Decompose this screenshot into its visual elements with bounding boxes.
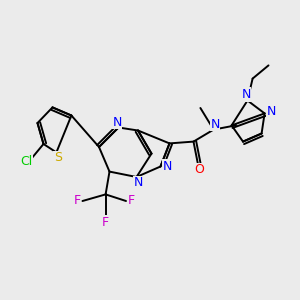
Text: F: F	[102, 215, 109, 229]
Text: N: N	[112, 116, 122, 129]
Text: N: N	[162, 160, 172, 173]
Text: N: N	[133, 176, 143, 190]
Text: Cl: Cl	[20, 154, 32, 168]
Text: S: S	[54, 151, 62, 164]
Text: O: O	[195, 163, 204, 176]
Text: F: F	[74, 194, 81, 208]
Text: N: N	[241, 88, 251, 101]
Text: N: N	[266, 105, 276, 119]
Text: F: F	[128, 194, 135, 208]
Text: N: N	[210, 118, 220, 131]
